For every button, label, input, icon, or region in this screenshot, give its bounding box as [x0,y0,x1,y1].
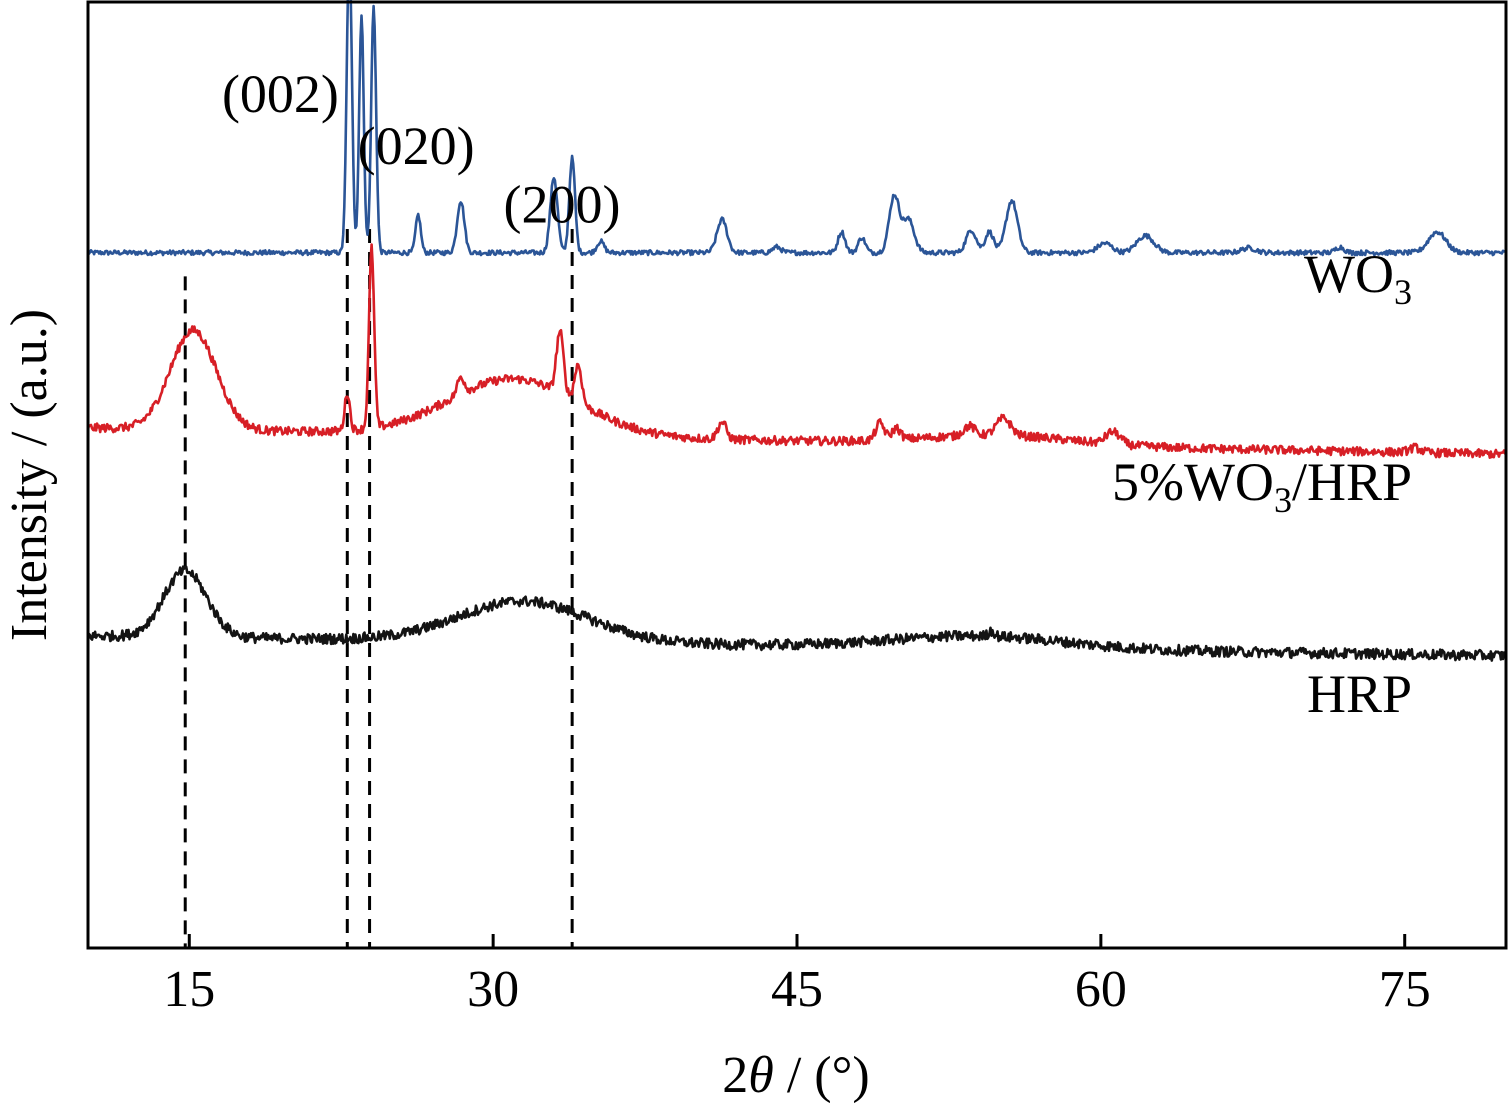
x-tick-label-75: 75 [1379,961,1431,1018]
x-tick-label-30: 30 [467,961,519,1018]
y-axis-title: Intensity / (a.u.) [1,309,58,641]
x-axis-title: 2θ / (°) [722,1047,869,1104]
x-tick-label-15: 15 [163,961,215,1018]
peak-label-1: (020) [358,116,475,176]
peak-annotations: (002) (020) (200) [222,64,621,235]
x-tick-label-60: 60 [1075,961,1127,1018]
peak-label-2: (200) [504,175,621,235]
series-lines [86,0,1508,662]
series-line-1 [86,243,1507,460]
x-tick-label-45: 45 [771,961,823,1018]
peak-label-0: (002) [222,64,339,124]
series-label-hrp: HRP [1307,664,1412,724]
series-labels: WO3 5%WO3/HRP HRP [1112,244,1412,724]
reference-lines [183,229,574,948]
series-line-0 [86,0,1507,257]
series-line-2 [87,565,1508,662]
x-axis-tick-labels: 15 30 45 60 75 [163,961,1430,1018]
series-label-5wo3-hrp: 5%WO3/HRP [1112,452,1412,520]
series-label-wo3: WO3 [1304,244,1412,312]
x-axis-ticks [187,934,1407,948]
